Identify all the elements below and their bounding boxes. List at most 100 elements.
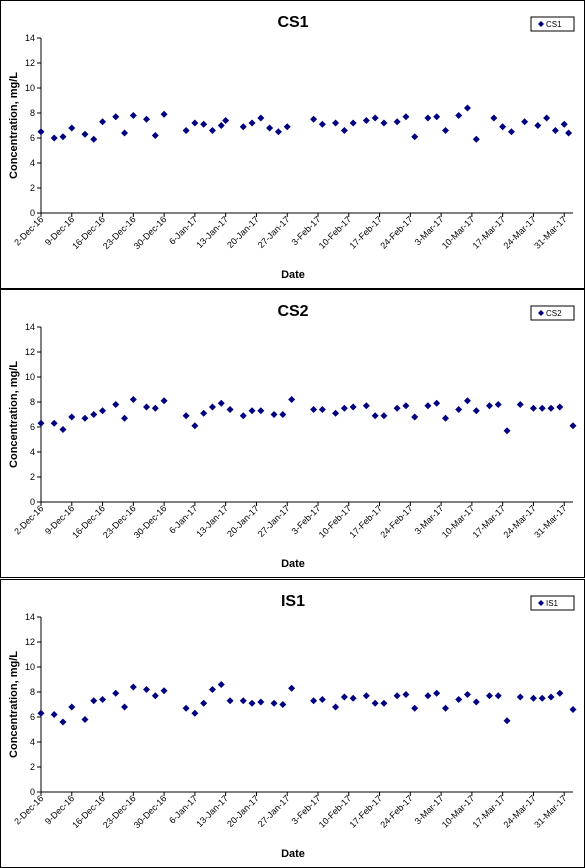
data-point-is1 <box>556 689 564 697</box>
data-point-is1 <box>99 696 107 703</box>
data-point-is1 <box>529 694 537 702</box>
data-point-cs2 <box>332 409 340 417</box>
x-tick-label: 10-Mar-17 <box>440 793 476 829</box>
x-tick-label: 20-Jan-17 <box>225 214 261 250</box>
data-point-cs1 <box>90 135 98 143</box>
data-point-cs1 <box>59 133 67 141</box>
data-point-cs1 <box>217 122 225 129</box>
data-point-cs1 <box>248 119 256 127</box>
data-point-cs2 <box>349 403 357 411</box>
data-point-cs1 <box>310 115 318 123</box>
y-tick-label: 8 <box>30 687 35 697</box>
chart-svg-is1: IS1 IS1024681012142-Dec-169-Dec-1616-Dec-… <box>8 593 577 860</box>
chart-panel-cs2: CS2 CS2 0 2 4 6 8 10 12 14 2-Dec-16 9-Dec-16 16-Dec-… <box>0 289 585 578</box>
data-point-cs1 <box>182 127 190 134</box>
data-point-is1 <box>121 703 129 711</box>
data-point-is1 <box>68 703 76 711</box>
data-point-cs2 <box>393 404 401 412</box>
data-point-is1 <box>340 693 348 701</box>
y-tick-label: 10 <box>25 372 35 382</box>
y-tick-label: 4 <box>30 737 35 747</box>
x-tick-label: 10-Mar-17 <box>440 503 476 539</box>
x-tick-label: 2-Dec-16 <box>12 214 45 247</box>
y-tick-label: 4 <box>30 447 35 457</box>
data-point-cs2 <box>99 407 107 415</box>
data-point-cs1 <box>393 118 401 126</box>
data-point-cs1 <box>151 132 159 139</box>
chart-svg-cs1: CS1 CS1024681012142-Dec-169-Dec-1616-Dec-… <box>8 14 575 281</box>
y-tick-label: 0 <box>30 208 35 218</box>
data-point-cs1 <box>521 118 529 126</box>
data-point-is1 <box>441 704 449 712</box>
data-point-is1 <box>90 697 98 705</box>
data-point-is1 <box>310 697 318 705</box>
y-tick-label: 14 <box>25 612 35 622</box>
data-point-cs1 <box>81 130 89 138</box>
y-tick-label: 12 <box>25 637 35 647</box>
data-point-cs1 <box>121 129 129 137</box>
data-point-cs1 <box>499 123 507 131</box>
x-tick-label: 20-Jan-17 <box>225 793 261 829</box>
y-tick-label: 2 <box>30 762 35 772</box>
y-tick-label: 4 <box>30 158 35 168</box>
x-tick-label: 24-Feb-17 <box>378 503 414 539</box>
data-point-cs1 <box>560 120 568 128</box>
data-point-cs1 <box>112 113 120 121</box>
data-point-cs1 <box>371 114 379 122</box>
data-point-cs2 <box>318 406 326 413</box>
y-tick-label: 2 <box>30 183 35 193</box>
data-point-cs2 <box>143 403 151 411</box>
data-point-cs2 <box>433 399 441 407</box>
data-point-cs2 <box>380 412 388 420</box>
data-point-cs2 <box>288 396 296 403</box>
legend: IS1 <box>530 595 575 611</box>
data-point-cs2 <box>547 404 555 412</box>
x-tick-label: 24-Feb-17 <box>378 214 414 250</box>
x-tick-label: 24-Feb-17 <box>378 793 414 829</box>
data-point-is1 <box>485 692 493 700</box>
x-tick-label: 17-Feb-17 <box>348 503 384 539</box>
y-tick-label: 2 <box>30 472 35 482</box>
data-point-cs1 <box>99 118 107 126</box>
y-axis-label: Concentration, mg/L <box>8 72 20 179</box>
x-tick-label: 20-Jan-17 <box>225 503 261 539</box>
legend-marker <box>538 310 544 316</box>
data-point-cs2 <box>569 422 577 430</box>
data-point-cs1 <box>257 114 265 122</box>
data-point-is1 <box>371 699 379 707</box>
y-tick-label: 8 <box>30 108 35 118</box>
data-point-cs2 <box>191 422 199 430</box>
x-tick-label: 24-Mar-17 <box>501 793 537 829</box>
data-point-is1 <box>50 711 58 718</box>
data-point-is1 <box>37 709 45 717</box>
x-tick-label: 17-Mar-17 <box>471 214 507 250</box>
data-point-cs2 <box>529 404 537 412</box>
data-point-is1 <box>380 699 388 707</box>
data-point-cs2 <box>494 401 502 408</box>
x-tick-label: 27-Jan-17 <box>256 503 292 539</box>
x-tick-label: 30-Dec-16 <box>132 793 169 830</box>
data-point-is1 <box>151 692 159 700</box>
data-point-cs1 <box>507 128 515 136</box>
data-point-cs1 <box>239 123 247 131</box>
data-point-cs2 <box>411 413 419 421</box>
data-point-cs1 <box>200 120 208 128</box>
chart-title: CS1 <box>277 14 308 31</box>
x-tick-label: 17-Mar-17 <box>471 503 507 539</box>
data-point-is1 <box>239 697 247 705</box>
data-point-cs1 <box>543 114 551 122</box>
legend-label: CS2 <box>546 309 562 318</box>
data-point-cs1 <box>191 119 199 127</box>
data-point-cs2 <box>279 411 287 418</box>
data-point-cs2 <box>208 403 216 411</box>
data-point-cs2 <box>441 414 449 422</box>
data-point-cs1 <box>332 119 340 127</box>
x-tick-label: 2-Dec-16 <box>12 793 45 826</box>
data-point-cs1 <box>129 112 137 119</box>
data-point-cs2 <box>362 402 370 410</box>
legend-box <box>530 16 575 32</box>
data-point-cs1 <box>472 135 480 143</box>
x-tick-label: 30-Dec-16 <box>132 214 169 251</box>
data-point-cs1 <box>490 114 498 122</box>
data-point-cs1 <box>551 127 559 134</box>
